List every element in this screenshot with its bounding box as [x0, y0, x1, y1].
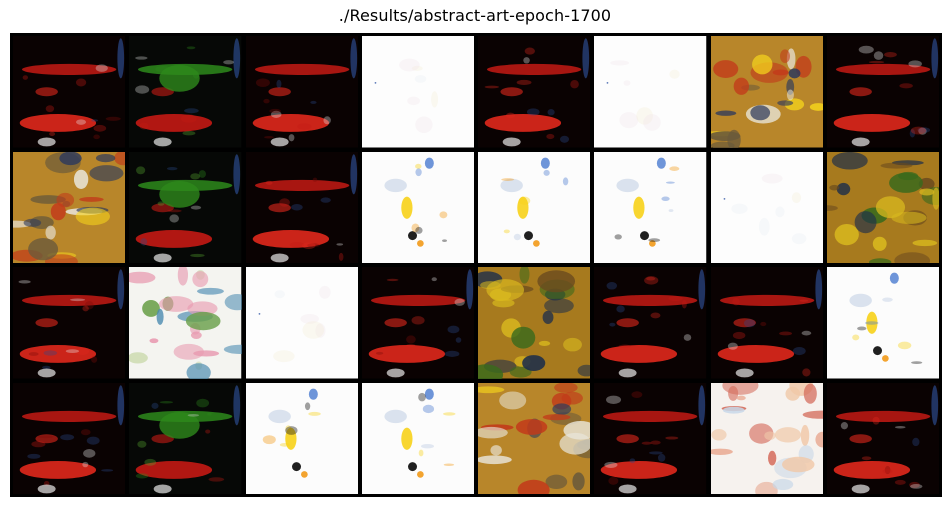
generated-image-tile [245, 151, 358, 263]
generated-image-tile [245, 36, 358, 148]
generated-image-tile [13, 382, 126, 494]
generated-image-tile [129, 36, 242, 148]
generated-image-tile [826, 36, 939, 148]
image-grid [10, 33, 942, 497]
generated-image-tile [710, 36, 823, 148]
generated-image-tile [245, 382, 358, 494]
generated-image-tile [478, 151, 591, 263]
generated-image-tile [13, 36, 126, 148]
generated-image-tile [478, 267, 591, 379]
generated-image-tile [594, 151, 707, 263]
generated-image-tile [361, 267, 474, 379]
generated-image-tile [710, 151, 823, 263]
generated-image-tile [826, 151, 939, 263]
generated-image-tile [129, 267, 242, 379]
generated-image-tile [826, 267, 939, 379]
generated-image-tile [826, 382, 939, 494]
generated-image-tile [361, 36, 474, 148]
generated-image-tile [478, 36, 591, 148]
generated-image-tile [361, 151, 474, 263]
generated-image-tile [129, 382, 242, 494]
generated-image-tile [13, 267, 126, 379]
generated-image-tile [13, 151, 126, 263]
generated-image-tile [710, 382, 823, 494]
generated-image-tile [129, 151, 242, 263]
generated-image-tile [594, 382, 707, 494]
generated-image-tile [594, 36, 707, 148]
figure-title: ./Results/abstract-art-epoch-1700 [338, 6, 612, 25]
generated-image-tile [478, 382, 591, 494]
generated-image-tile [245, 267, 358, 379]
generated-image-tile [594, 267, 707, 379]
generated-image-tile [710, 267, 823, 379]
generated-image-tile [361, 382, 474, 494]
